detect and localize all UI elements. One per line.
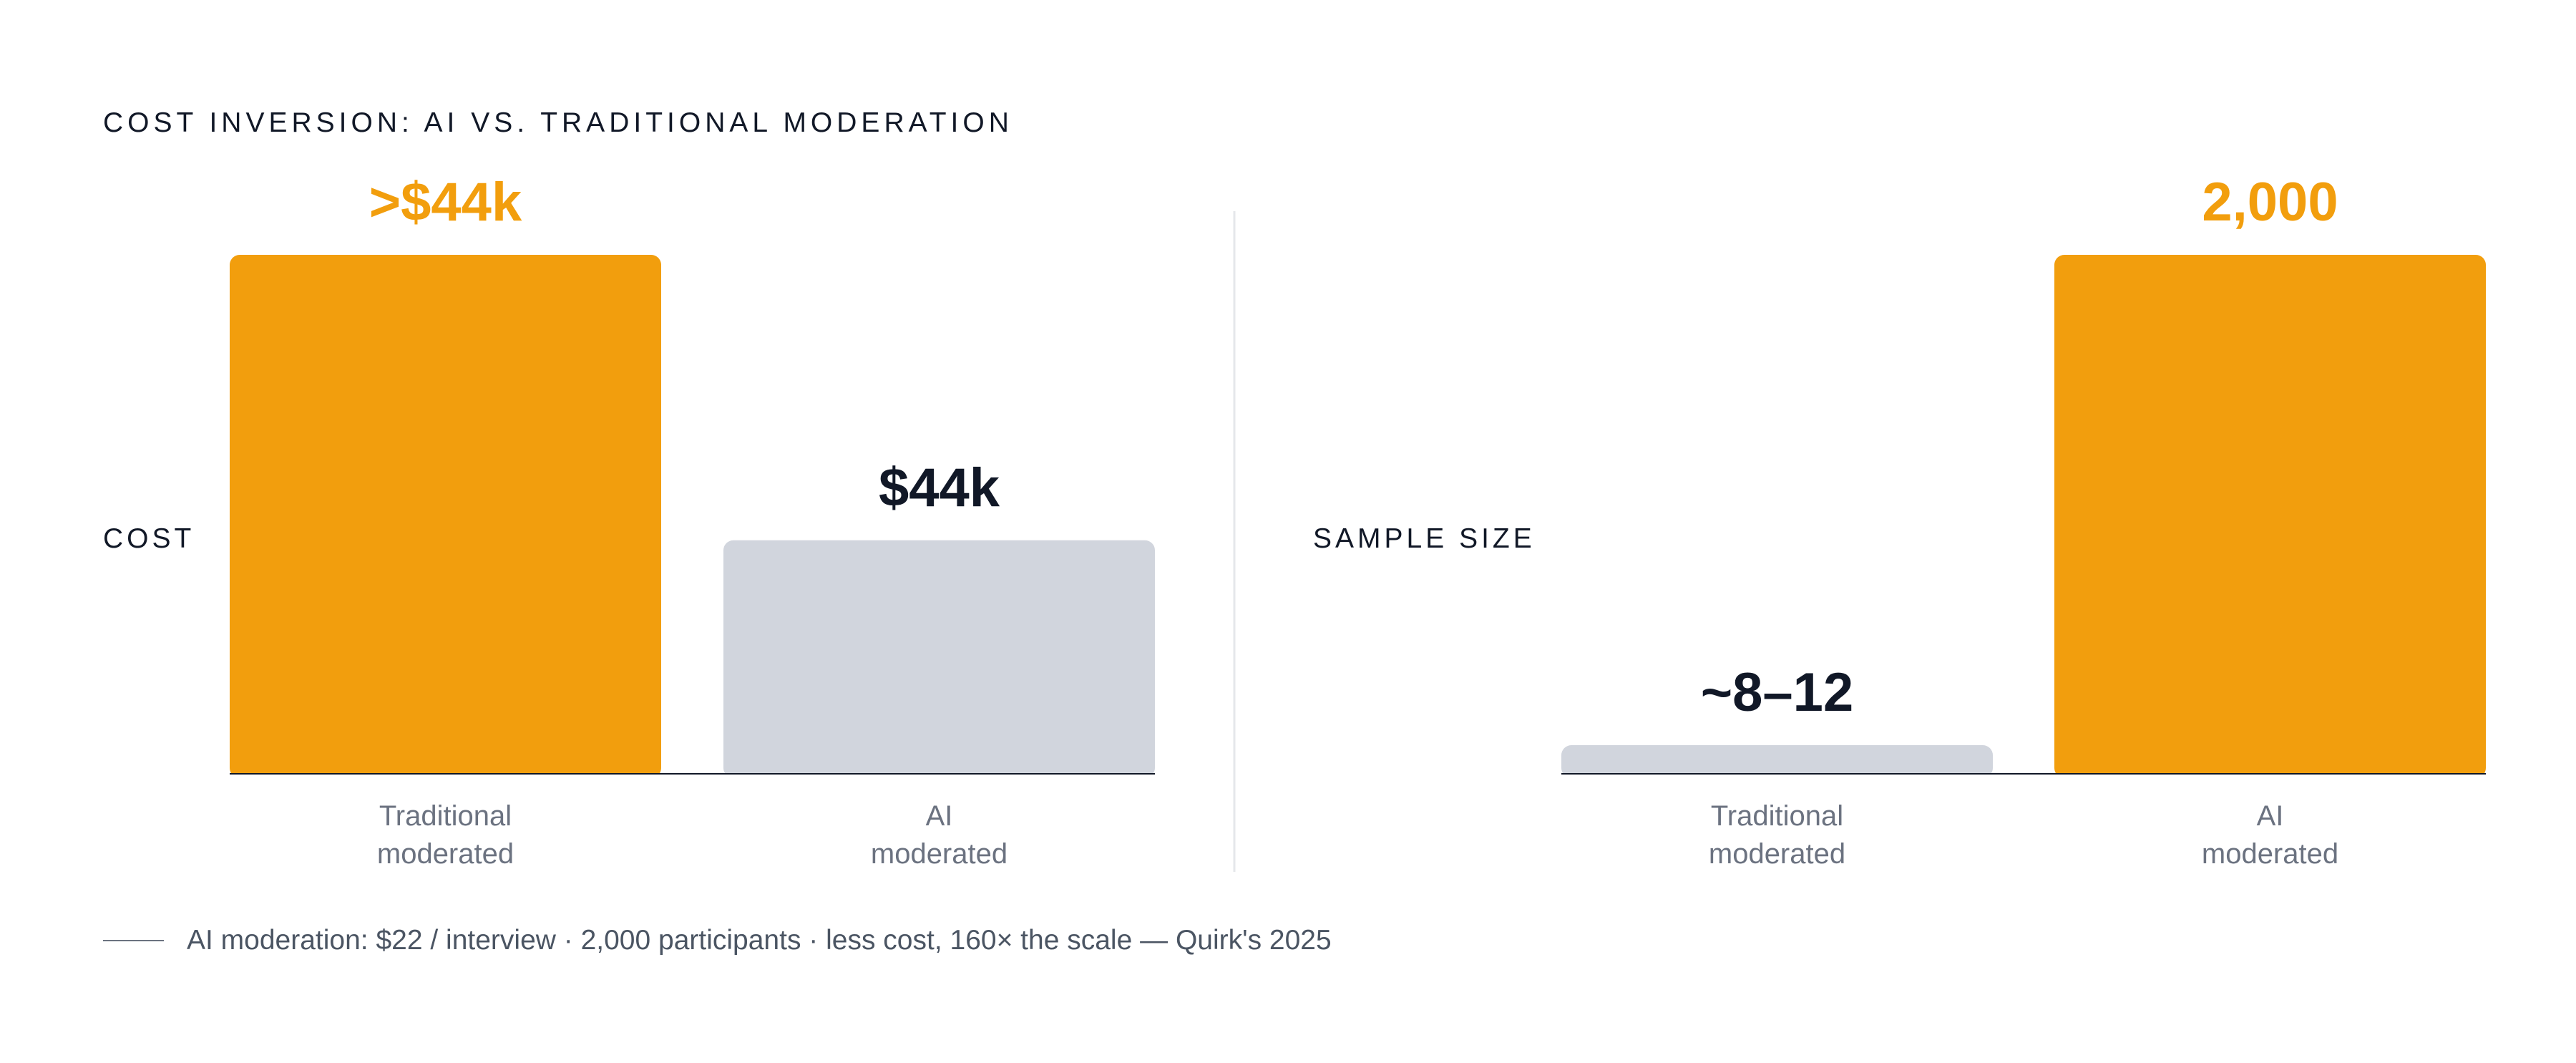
sample-size-bar-0: [1561, 745, 1993, 778]
sample-size-tick-label-0-line-1: moderated: [1709, 838, 1845, 870]
sample-size-bar-1: [2054, 255, 2486, 778]
cost-bar-0: [230, 255, 661, 778]
sample-size-axis-label: SAMPLE SIZE: [1313, 523, 1536, 554]
cost-tick-label-1-line-0: AI: [926, 800, 953, 832]
cost-data-label-1: $44k: [879, 457, 1000, 518]
cost-tick-label-1-line-1: moderated: [871, 838, 1008, 870]
sample-size-tick-label-0-line-0: Traditional: [1711, 800, 1843, 832]
sample-size-data-label-0: ~8–12: [1701, 662, 1853, 723]
chart-title: COST INVERSION: AI VS. TRADITIONAL MODER…: [103, 107, 1013, 138]
sample-size-tick-label-1-line-0: AI: [2257, 800, 2284, 832]
cost-bar-1: [723, 540, 1155, 778]
cost-tick-label-0-line-0: Traditional: [379, 800, 512, 832]
footnote-rule: [103, 940, 164, 941]
sample-size-baseline-mask: [1561, 774, 2486, 780]
cost-baseline-mask: [230, 774, 1155, 780]
footnote: AI moderation: $22 / interview · 2,000 p…: [103, 925, 1332, 956]
sample-size-data-label-1: 2,000: [2202, 172, 2338, 233]
cost-tick-label-0-line-1: moderated: [377, 838, 514, 870]
sample-size-tick-label-1-line-1: moderated: [2202, 838, 2338, 870]
footnote-text: AI moderation: $22 / interview · 2,000 p…: [187, 925, 1332, 956]
cost-data-label-0: >$44k: [369, 172, 522, 233]
cost-axis-label: COST: [103, 523, 195, 554]
